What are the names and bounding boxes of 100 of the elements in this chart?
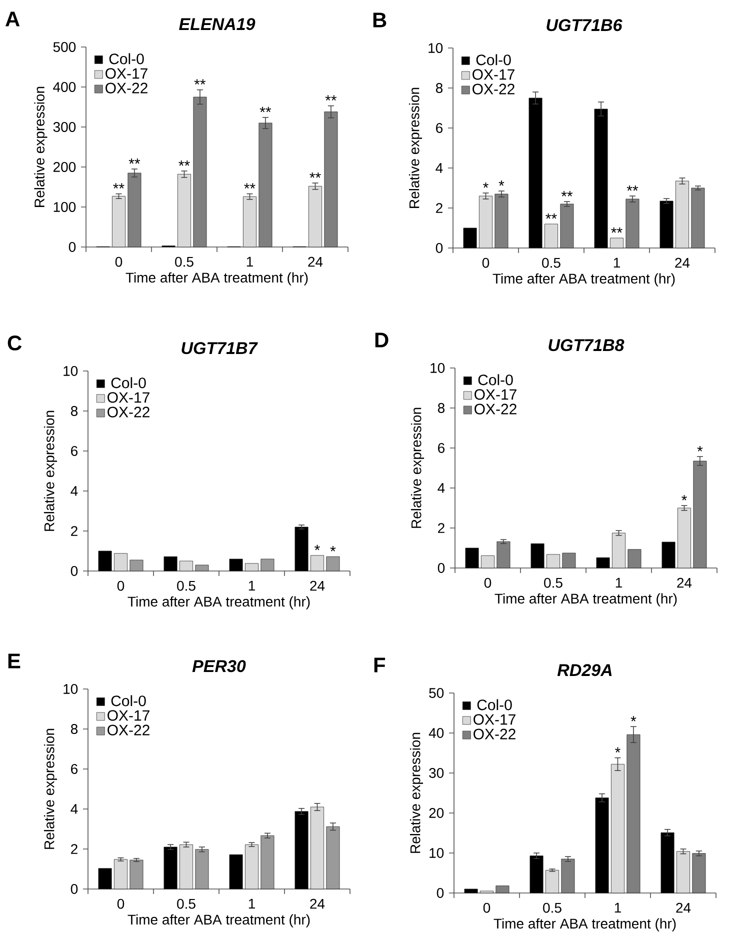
y-tick-label: 8 <box>70 724 78 734</box>
x-tick-label: 0 <box>117 898 124 909</box>
bar <box>677 508 691 568</box>
bar <box>480 555 494 568</box>
annotation: * <box>314 544 320 550</box>
legend-label: Col-0 <box>109 53 144 64</box>
bar <box>178 174 191 248</box>
y-tick-label: 100 <box>54 202 76 212</box>
annotation: ** <box>626 185 638 191</box>
bar <box>294 526 308 572</box>
y-tick-label: 50 <box>429 688 444 698</box>
bar <box>130 560 144 572</box>
bar <box>496 541 510 568</box>
bar <box>244 563 258 572</box>
bar <box>229 558 243 572</box>
y-tick-label: 10 <box>430 848 444 858</box>
legend-label: OX-22 <box>474 404 516 414</box>
x-tick-label: 0.5 <box>177 898 196 909</box>
bar <box>326 556 340 572</box>
x-tick-label: 0.5 <box>175 256 194 267</box>
y-tick-label: 10 <box>64 684 78 694</box>
x-tick-label: 0.5 <box>543 902 562 913</box>
y-tick-label: 2 <box>71 844 78 854</box>
legend-label: OX-22 <box>474 728 516 740</box>
bar <box>595 798 609 894</box>
text: D <box>375 332 388 348</box>
annotation: ** <box>260 106 272 112</box>
y-tick-label: 10 <box>430 363 445 373</box>
annotation: * <box>330 546 336 552</box>
y-tick-label: 8 <box>438 403 445 413</box>
bar <box>626 198 640 248</box>
bar <box>164 556 178 572</box>
bar <box>98 868 112 890</box>
y-axis-title: Relative expression <box>410 408 424 528</box>
y-tick-label: 10 <box>428 43 443 53</box>
y-axis-title: Relative expression <box>44 410 58 531</box>
y-tick-label: 4 <box>436 163 443 173</box>
bar <box>180 560 193 572</box>
y-tick-label: 500 <box>53 42 76 52</box>
y-tick-label: 2 <box>438 523 444 533</box>
y-tick-label: 8 <box>436 83 443 93</box>
legend-label: OX-22 <box>108 406 150 418</box>
chart-title: UGT71B7 <box>182 342 258 354</box>
annotation: * <box>682 495 687 500</box>
x-tick-label: 0.5 <box>542 258 560 268</box>
x-axis-title: Time after ABA treatment (hr) <box>494 593 677 606</box>
x-tick-label: 0 <box>484 578 492 588</box>
legend-label: OX-22 <box>108 724 150 736</box>
chart-title: UGT71B8 <box>548 339 624 352</box>
bar <box>229 854 243 890</box>
bar <box>480 890 494 894</box>
bar <box>242 196 256 248</box>
bar <box>294 811 308 890</box>
x-tick-label: 0.5 <box>544 578 562 588</box>
x-axis-title: Time after ABA treatment (hr) <box>494 918 676 932</box>
bar <box>98 550 112 572</box>
legend-label: OX-22 <box>106 82 148 94</box>
y-tick-label: 2 <box>436 203 442 213</box>
bar <box>561 858 575 894</box>
bar <box>478 196 492 248</box>
x-axis-title: Time after ABA treatment (hr) <box>126 272 308 286</box>
bar <box>112 196 126 248</box>
annotation: ** <box>128 158 140 164</box>
bar <box>610 764 624 894</box>
y-axis-title: Relative expression <box>34 86 48 207</box>
y-axis-title: Relative expression <box>410 732 424 853</box>
annotation: ** <box>325 95 337 101</box>
legend-label: OX-17 <box>474 714 516 725</box>
annotation: * <box>630 716 636 722</box>
text: A <box>5 12 20 26</box>
y-tick-label: 4 <box>70 804 78 814</box>
x-tick-label: 24 <box>308 256 323 267</box>
y-axis-title: Relative expression <box>408 88 422 208</box>
bar <box>180 844 193 890</box>
legend-label: Col-0 <box>478 374 513 386</box>
bar <box>610 238 624 248</box>
annotation: ** <box>310 172 321 178</box>
bar <box>164 846 178 890</box>
legend-label: OX-22 <box>472 84 514 94</box>
bar <box>114 553 128 572</box>
bar <box>544 224 558 248</box>
bar <box>324 112 338 248</box>
annotation: ** <box>113 183 124 189</box>
bar <box>464 888 478 894</box>
annotation: ** <box>244 183 256 189</box>
bar <box>528 98 542 248</box>
bar <box>128 172 142 248</box>
bar <box>310 806 324 890</box>
chart-title: UGT71B6 <box>546 19 622 32</box>
text: E <box>8 654 20 668</box>
legend-label: OX-17 <box>472 69 514 80</box>
annotation: ** <box>546 213 557 219</box>
legend-label: Col-0 <box>111 695 146 706</box>
x-tick-label: 24 <box>676 902 691 913</box>
bar <box>465 548 479 568</box>
x-tick-label: 24 <box>677 578 692 588</box>
y-tick-label: 4 <box>438 483 445 493</box>
legend-label: OX-17 <box>108 710 150 721</box>
y-tick-label: 4 <box>70 486 78 496</box>
x-tick-label: 24 <box>310 580 325 591</box>
